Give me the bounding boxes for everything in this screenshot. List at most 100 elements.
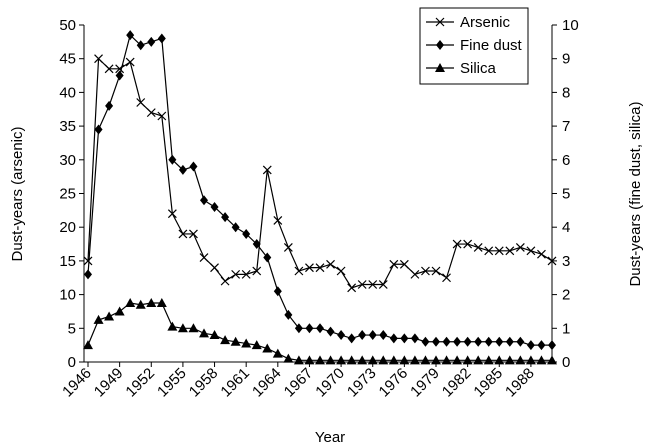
point <box>125 298 136 308</box>
point <box>115 70 124 81</box>
y2-tick-label: 10 <box>562 17 579 34</box>
point <box>410 269 420 279</box>
x-tick-label: 1955 <box>154 365 190 401</box>
y2-tick-label: 3 <box>562 253 570 270</box>
point <box>537 340 546 351</box>
y-tick-label: 50 <box>59 17 76 34</box>
point <box>252 239 261 250</box>
y-tick-label: 5 <box>68 320 76 337</box>
point <box>135 299 146 309</box>
point <box>210 201 219 212</box>
x-tick-label: 1988 <box>502 365 538 401</box>
point <box>199 328 209 338</box>
point <box>504 355 515 365</box>
point <box>347 333 356 344</box>
point <box>526 340 535 351</box>
point <box>421 336 430 347</box>
point <box>495 336 504 347</box>
point <box>273 216 283 225</box>
point <box>505 246 515 256</box>
point <box>83 340 93 350</box>
point <box>209 330 220 340</box>
point <box>104 64 114 74</box>
point <box>125 57 135 67</box>
point <box>463 336 472 347</box>
point <box>378 355 389 365</box>
point <box>432 336 440 347</box>
y-tick-label: 0 <box>68 354 76 371</box>
point <box>494 355 505 365</box>
y2-tick-label: 2 <box>562 287 570 304</box>
point <box>367 355 378 365</box>
point <box>178 164 187 175</box>
point <box>547 355 557 365</box>
y-tick-label: 30 <box>59 152 76 169</box>
point <box>473 242 483 252</box>
y-axis-label: Dust-years (arsenic) <box>9 126 26 261</box>
y-tick-label: 10 <box>59 287 76 304</box>
point <box>357 280 367 289</box>
point <box>399 259 409 269</box>
point <box>368 330 377 341</box>
point <box>167 321 178 331</box>
point <box>337 330 346 341</box>
point <box>93 314 104 324</box>
point <box>315 355 325 365</box>
point <box>400 333 409 344</box>
y-tick-label: 45 <box>59 51 76 68</box>
point <box>326 259 335 269</box>
point <box>105 100 114 111</box>
point <box>146 108 156 118</box>
y2-tick-label: 0 <box>562 354 570 371</box>
point <box>83 256 93 266</box>
point <box>231 269 241 279</box>
point <box>305 263 314 273</box>
point <box>136 98 146 107</box>
point <box>189 229 198 239</box>
x-tick-label: 1946 <box>59 365 95 401</box>
point <box>346 355 357 365</box>
point <box>442 336 451 347</box>
x-tick-label: 1961 <box>217 365 253 401</box>
point <box>189 161 198 172</box>
point <box>241 338 252 348</box>
point <box>315 263 325 273</box>
point <box>316 323 324 334</box>
point <box>547 256 557 266</box>
point <box>526 246 536 256</box>
point <box>305 323 314 334</box>
point <box>262 165 272 175</box>
point <box>262 343 273 353</box>
point <box>199 253 209 262</box>
point <box>251 340 262 350</box>
y2-tick-label: 7 <box>562 118 570 135</box>
point <box>293 355 304 365</box>
point <box>284 309 293 320</box>
point <box>389 259 399 269</box>
point <box>453 336 462 347</box>
point <box>146 298 157 308</box>
point <box>388 355 399 365</box>
point <box>409 355 420 365</box>
point <box>252 266 262 276</box>
point <box>156 298 167 308</box>
point <box>283 353 294 363</box>
legend-marker <box>435 17 445 27</box>
point <box>126 30 135 41</box>
point <box>147 36 156 47</box>
y2-axis-label: Dust-years (fine dust, silica) <box>627 101 644 286</box>
point <box>399 355 410 365</box>
point <box>379 330 388 341</box>
point <box>114 306 125 316</box>
point <box>167 209 177 219</box>
point <box>336 355 347 365</box>
point <box>200 195 208 206</box>
point <box>357 355 368 365</box>
point <box>420 355 431 365</box>
point <box>272 348 283 358</box>
point <box>505 336 514 347</box>
point <box>294 323 303 334</box>
y-tick-label: 40 <box>59 84 76 101</box>
y2-tick-label: 8 <box>562 84 570 101</box>
